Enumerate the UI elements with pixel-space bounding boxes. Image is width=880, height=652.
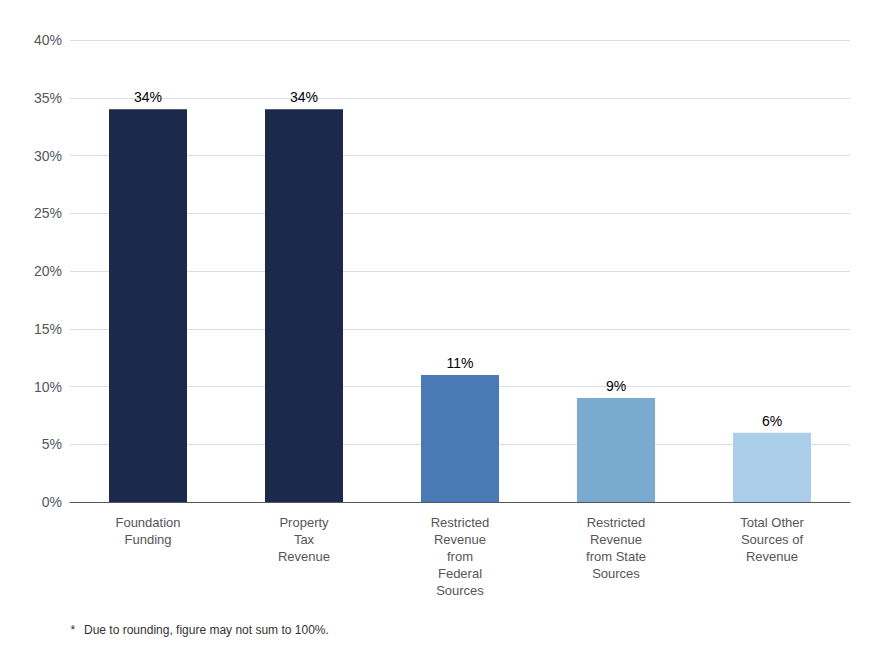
svg-text:0%: 0% — [42, 494, 62, 510]
svg-text:Sources of: Sources of — [741, 532, 804, 547]
svg-text:Revenue: Revenue — [746, 549, 798, 564]
svg-text:*: * — [70, 623, 75, 637]
svg-text:Sources: Sources — [436, 583, 484, 598]
svg-text:Revenue: Revenue — [590, 532, 642, 547]
svg-text:Restricted: Restricted — [431, 515, 490, 530]
svg-text:Funding: Funding — [125, 532, 172, 547]
svg-text:Tax: Tax — [294, 532, 315, 547]
svg-text:34%: 34% — [290, 89, 318, 105]
svg-text:34%: 34% — [134, 89, 162, 105]
svg-text:from: from — [447, 549, 473, 564]
svg-text:5%: 5% — [42, 436, 62, 452]
svg-text:9%: 9% — [606, 378, 626, 394]
svg-text:20%: 20% — [34, 263, 62, 279]
svg-text:10%: 10% — [34, 379, 62, 395]
svg-text:Property: Property — [279, 515, 329, 530]
svg-text:Revenue: Revenue — [434, 532, 486, 547]
svg-text:Foundation: Foundation — [115, 515, 180, 530]
svg-text:Federal: Federal — [438, 566, 482, 581]
svg-text:30%: 30% — [34, 148, 62, 164]
svg-text:Total Other: Total Other — [740, 515, 804, 530]
svg-text:11%: 11% — [447, 355, 474, 371]
svg-text:25%: 25% — [34, 205, 62, 221]
svg-text:from State: from State — [586, 549, 646, 564]
svg-text:15%: 15% — [34, 321, 62, 337]
svg-text:Sources: Sources — [592, 566, 640, 581]
svg-text:40%: 40% — [34, 32, 62, 48]
svg-text:35%: 35% — [34, 90, 62, 106]
svg-text:6%: 6% — [762, 413, 782, 429]
svg-text:Restricted: Restricted — [587, 515, 646, 530]
svg-text:Revenue: Revenue — [278, 549, 330, 564]
svg-text:Due to rounding, figure may no: Due to rounding, figure may not sum to 1… — [84, 623, 329, 637]
